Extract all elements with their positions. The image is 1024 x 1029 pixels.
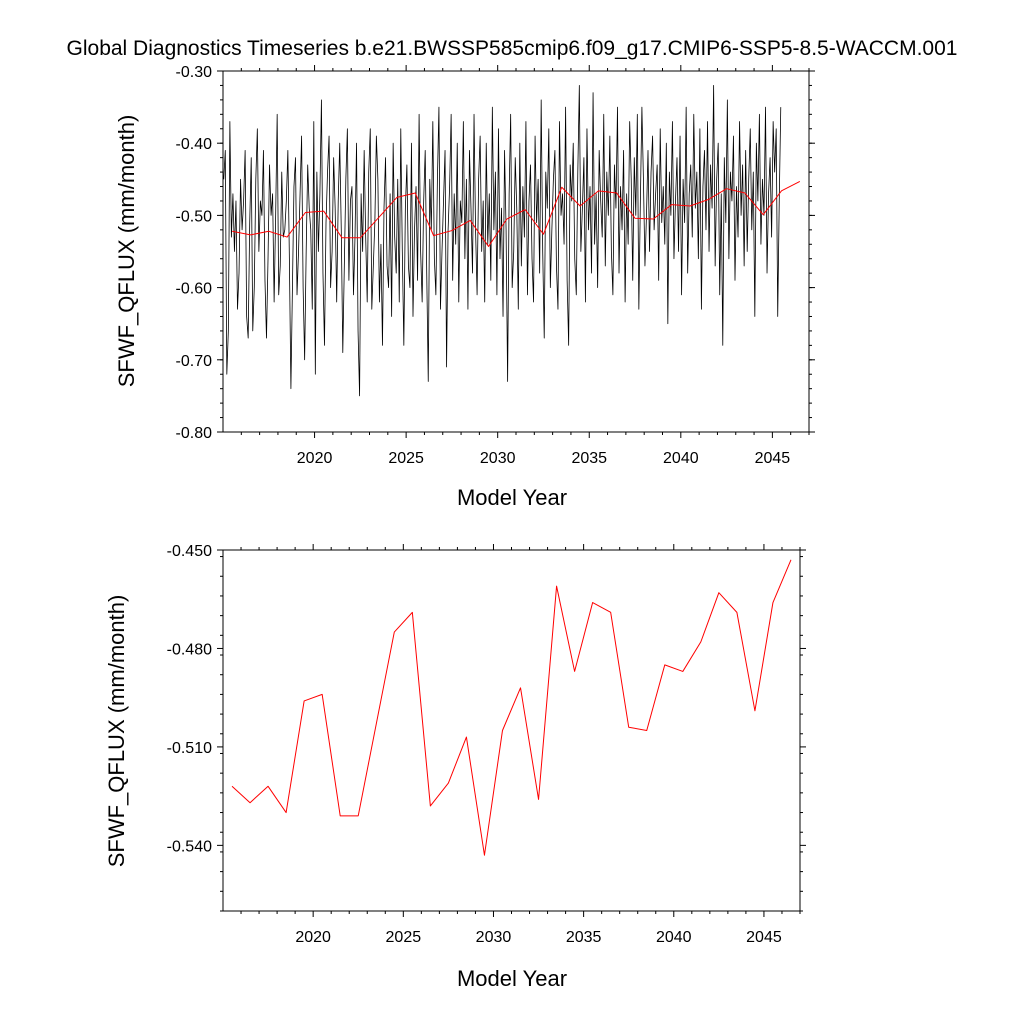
y-tick-label: -0.30 [176,64,213,81]
x-tick-label: 2045 [746,929,782,946]
y-tick-label: -0.50 [176,208,213,225]
y-axis-label: SFWF_QFLUX (mm/month) [114,115,139,388]
x-tick-label: 2020 [295,929,331,946]
x-tick-label: 2025 [388,450,424,467]
x-tick-label: 2035 [571,450,607,467]
x-axis-label: Model Year [457,485,567,510]
x-ticks: 2020 2025 2030 2035 2040 2045 [240,544,801,946]
y-tick-label: -0.60 [176,281,213,298]
series-layer [223,85,801,397]
figure-title: Global Diagnostics Timeseries b.e21.BWSS… [67,37,958,60]
y-tick-label: -0.450 [167,543,212,560]
x-tick-label: 2045 [755,450,791,467]
series-line-monthly [223,85,782,397]
y-tick-label: -0.70 [176,353,213,370]
x-tick-label: 2030 [480,450,516,467]
y-tick-label: -0.540 [167,838,212,855]
x-tick-label: 2020 [297,450,333,467]
y-tick-label: -0.80 [176,425,213,442]
y-tick-label: -0.480 [167,641,212,658]
series-line-annual-mean [232,181,801,247]
series-line-annual-mean [231,559,792,856]
y-ticks: -0.540 -0.510 -0.480 -0.450 [167,543,806,912]
x-axis-label: Model Year [457,966,567,991]
x-tick-label: 2040 [656,929,692,946]
x-tick-label: 2035 [566,929,602,946]
series-layer [231,559,792,856]
x-tick-label: 2030 [476,929,512,946]
y-ticks: -0.80 -0.70 -0.60 -0.50 -0.40 -0.30 [176,64,815,442]
x-tick-label: 2040 [663,450,699,467]
x-ticks: 2020 2025 2030 2035 2040 2045 [240,65,810,467]
y-tick-label: -0.40 [176,136,213,153]
y-axis-label: SFWF_QFLUX (mm/month) [104,595,129,868]
x-tick-label: 2025 [386,929,422,946]
plot-frame [222,549,801,912]
y-tick-label: -0.510 [167,740,212,757]
panel-monthly-timeseries: -0.80-0.70-0.60-0.50-0.40-0.30 2020 2025 2… [114,64,815,510]
panel-annual-mean: -0.540 -0.510 -0.480 -0.450 2020 2025 2030 203… [104,543,806,991]
